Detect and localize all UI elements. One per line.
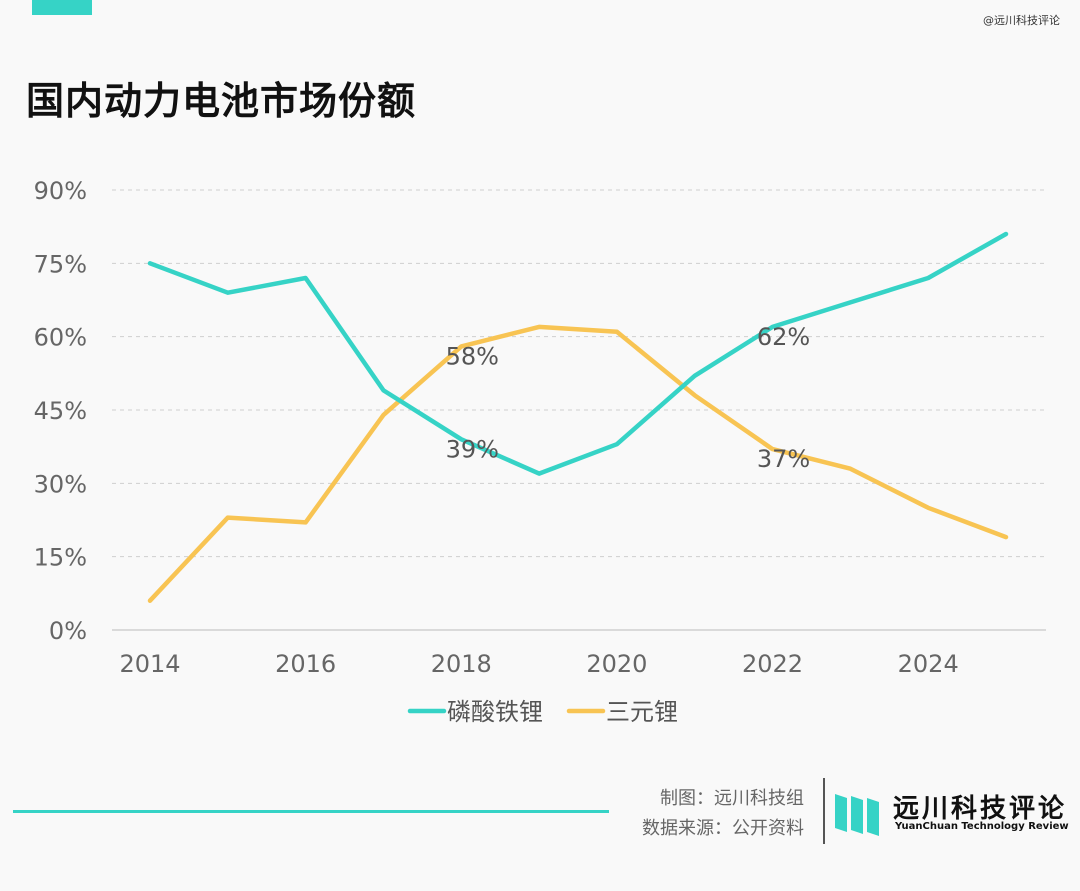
- y-tick-label: 45%: [34, 397, 87, 425]
- credit-maker: 制图：远川科技组: [660, 788, 804, 809]
- y-tick-label: 90%: [34, 177, 87, 205]
- data-label: 37%: [757, 445, 810, 473]
- data-label: 62%: [757, 323, 810, 351]
- credit-source: 数据来源：公开资料: [642, 818, 804, 839]
- page-title: 国内动力电池市场份额: [26, 79, 417, 123]
- x-tick-label: 2018: [431, 650, 492, 678]
- top-accent-bar: [32, 0, 92, 15]
- x-tick-label: 2022: [742, 650, 803, 678]
- logo-divider: [823, 778, 825, 844]
- x-tick-label: 2020: [586, 650, 647, 678]
- y-tick-label: 15%: [34, 544, 87, 572]
- data-label: 58%: [446, 342, 499, 370]
- y-tick-label: 30%: [34, 470, 87, 498]
- legend-label: 三元锂: [606, 698, 678, 726]
- series-line-ternary: [147, 324, 1009, 603]
- credits: 制图：远川科技组 数据来源：公开资料: [642, 784, 804, 844]
- y-tick-label: 75%: [34, 250, 87, 278]
- data-label: 39%: [446, 435, 499, 463]
- footer-divider-line: [13, 810, 609, 813]
- y-tick-label: 0%: [49, 617, 87, 645]
- series-line-lfp: [147, 231, 1009, 476]
- x-tick-label: 2016: [275, 650, 336, 678]
- x-tick-label: 2014: [119, 650, 180, 678]
- brand-name-en: YuanChuan Technology Review: [895, 821, 1069, 832]
- brand-name-cn: 远川科技评论: [893, 794, 1068, 824]
- y-tick-label: 60%: [34, 324, 87, 352]
- legend-label: 磷酸铁锂: [447, 698, 543, 726]
- x-tick-label: 2024: [898, 650, 959, 678]
- brand-logo-icon: [835, 794, 879, 836]
- watermark: @远川科技评论: [983, 14, 1060, 27]
